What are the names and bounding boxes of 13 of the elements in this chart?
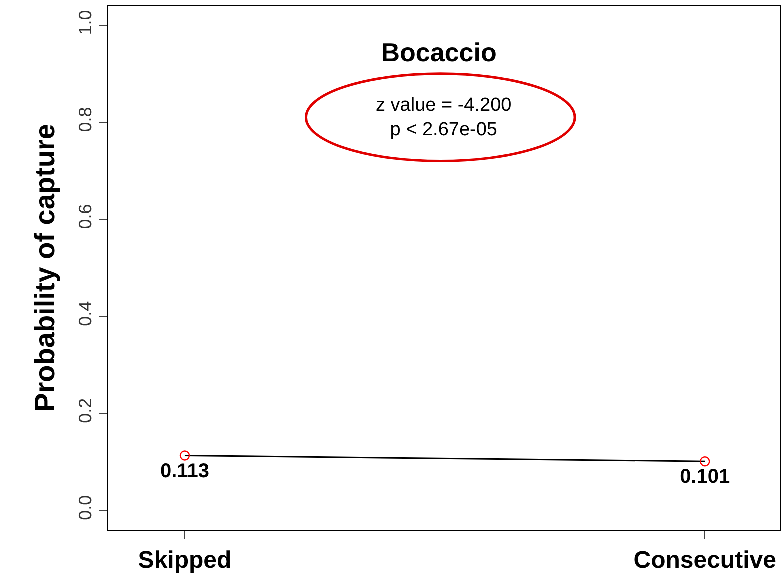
data-label: 0.113: [160, 460, 210, 482]
data-label: 0.101: [680, 466, 730, 488]
x-tick-label: Skipped: [138, 546, 232, 574]
y-tick-label: 0.8: [76, 107, 96, 132]
x-tick-label: Consecutive: [634, 546, 776, 574]
y-tick-label: 0.6: [76, 204, 96, 230]
y-axis-title: Probability of capture: [29, 124, 60, 412]
y-tick-label: 0.4: [76, 301, 96, 326]
text: Bocaccio: [381, 37, 497, 68]
y-tick-label: 0.0: [76, 495, 96, 520]
y-tick-label: 1.0: [76, 10, 96, 36]
y-tick-label: 0.2: [76, 398, 96, 424]
annotation: z value = -4.200 p < 2.67e-05: [376, 95, 512, 141]
